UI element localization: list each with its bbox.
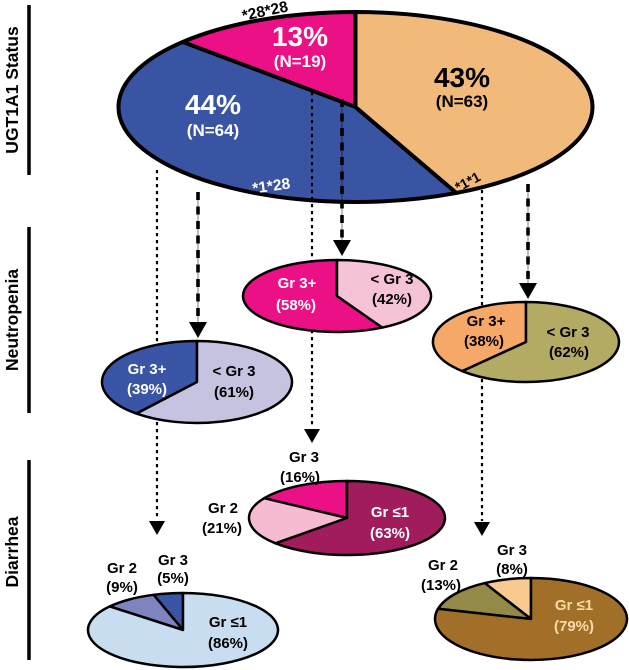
diarrhea-1-1-grle1-pct: (79%) — [554, 618, 594, 635]
pie-slice-diarrhea-1-28-2 — [86, 591, 280, 669]
diarrhea-1-1-gr3-label: Gr 3 — [497, 542, 527, 559]
pie-slice-diarrhea-1-1-2 — [433, 576, 629, 662]
diarrhea-1-28-gr2-pct: (9%) — [106, 579, 138, 596]
section-label-neutropenia: Neutropenia — [2, 269, 22, 371]
arrowhead-28-28-neutropenia-icon — [333, 240, 351, 256]
main-n-1-1: (N=63) — [436, 92, 488, 111]
pie-slice-diarrhea-28-28-2 — [274, 479, 447, 557]
pie-diarrhea-1-28 — [86, 591, 280, 669]
diarrhea-1-28-grle1-pct: (86%) — [208, 635, 248, 652]
diarrhea-1-1-gr2-pct: (13%) — [421, 577, 461, 594]
pie-slice-ugt1a1-status-2 — [353, 10, 595, 195]
main-pct-1-1: 43% — [434, 62, 490, 93]
pie-slice-ugt1a1-status-1 — [116, 39, 459, 204]
diarrhea-1-1-grle1-label: Gr ≤1 — [555, 597, 593, 614]
arrowhead-1-1-diarrhea-icon — [474, 522, 490, 536]
arrowhead-1-28-neutropenia-icon — [189, 322, 207, 338]
diarrhea-28-28-gr3-pct: (16%) — [280, 469, 320, 486]
arrowhead-28-28-diarrhea-icon — [304, 429, 320, 443]
pie-neutropenia-28-28 — [241, 258, 433, 334]
diarrhea-28-28-grle1-label: Gr ≤1 — [371, 504, 409, 521]
neutropenia-1-1-ltgr3-label: < Gr 3 — [547, 324, 590, 341]
main-n-28-28: (N=19) — [274, 52, 326, 71]
neutropenia-28-28-gr3-pct: (58%) — [276, 297, 316, 314]
pie-slice-neutropenia-28-28-0 — [241, 258, 384, 334]
diarrhea-28-28-gr2-label: Gr 2 — [208, 500, 238, 517]
section-brackets: UGT1A1 Status Neutropenia Diarrhea — [2, 5, 31, 660]
main-n-1-28: (N=64) — [187, 121, 239, 140]
pie-diarrhea-28-28 — [247, 479, 447, 557]
neutropenia-1-28-ltgr3-label: < Gr 3 — [213, 363, 256, 380]
arrowhead-1-28-diarrhea-icon — [149, 521, 165, 535]
pie-slice-diarrhea-28-28-1 — [247, 496, 349, 545]
diarrhea-1-28-gr3-label: Gr 3 — [158, 552, 188, 569]
pie-slice-neutropenia-28-28-1 — [335, 258, 433, 329]
neutropenia-28-28-ltgr3-label: < Gr 3 — [371, 271, 414, 288]
neutropenia-1-1-ltgr3-pct: (62%) — [549, 344, 589, 361]
neutropenia-1-28-ltgr3-pct: (61%) — [214, 384, 254, 401]
neutropenia-28-28-ltgr3-pct: (42%) — [372, 291, 412, 308]
main-pct-28-28: 13% — [272, 21, 328, 52]
pie-slice-neutropenia-1-1-0 — [431, 300, 528, 373]
main-pct-1-28: 44% — [185, 89, 241, 120]
diarrhea-1-28-gr3-pct: (5%) — [157, 570, 189, 587]
pie-diarrhea-1-1 — [433, 576, 629, 662]
arrowhead-1-1-neutropenia-icon — [519, 283, 537, 299]
pie-slice-neutropenia-1-28-1 — [135, 339, 294, 425]
section-label-ugt1a1-status: UGT1A1 Status — [2, 26, 22, 154]
diarrhea-28-28-gr2-pct: (21%) — [202, 520, 242, 537]
pie-ugt1a1-status — [116, 10, 595, 204]
diarrhea-1-28-gr2-label: Gr 2 — [107, 560, 137, 577]
pie-slice-neutropenia-1-1-1 — [461, 300, 621, 384]
diarrhea-1-28-grle1-label: Gr ≤1 — [209, 614, 247, 631]
neutropenia-1-28-gr3-label: Gr 3+ — [128, 361, 167, 378]
neutropenia-1-1-gr3-pct: (38%) — [464, 333, 504, 350]
labels: *28*28 13% (N=19) 44% (N=64) *1*28 43% (… — [106, 0, 594, 652]
neutropenia-1-28-gr3-pct: (39%) — [127, 381, 167, 398]
diarrhea-28-28-grle1-pct: (63%) — [370, 525, 410, 542]
genotype-label-1-28: *1*28 — [251, 175, 291, 197]
neutropenia-28-28-gr3-label: Gr 3+ — [278, 275, 317, 292]
diarrhea-1-1-gr3-pct: (8%) — [496, 561, 528, 578]
pie-neutropenia-1-1 — [431, 300, 621, 384]
diarrhea-1-1-gr2-label: Gr 2 — [428, 557, 458, 574]
pie-slice-neutropenia-1-28-0 — [100, 339, 199, 415]
pie-slice-diarrhea-28-28-0 — [263, 479, 349, 520]
neutropenia-1-1-gr3-label: Gr 3+ — [467, 313, 506, 330]
diarrhea-28-28-gr3-label: Gr 3 — [289, 449, 319, 466]
section-label-diarrhea: Diarrhea — [2, 516, 22, 587]
pie-neutropenia-1-28 — [100, 339, 294, 425]
pie-slice-ugt1a1-status-0 — [180, 10, 358, 109]
